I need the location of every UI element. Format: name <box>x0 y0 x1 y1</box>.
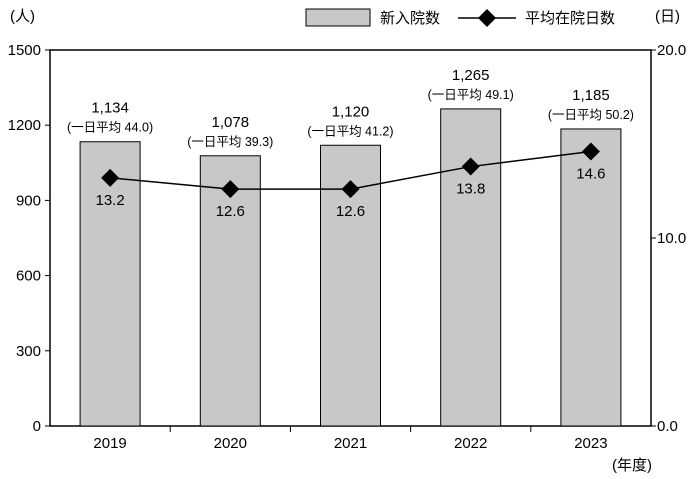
bar-2020 <box>199 155 261 427</box>
line-point-2023 <box>581 142 600 161</box>
line-point-2020 <box>221 180 240 199</box>
line-series-group <box>101 142 600 199</box>
line-point-label: 13.2 <box>95 192 124 209</box>
bar-daily-average-label: (一日平均 50.2) <box>548 108 634 122</box>
right-tick-label: 0.0 <box>657 418 678 435</box>
line-point-label: 12.6 <box>336 203 365 220</box>
left-axis-unit: (人) <box>10 8 35 25</box>
left-axis: 0 300 600 900 1200 1500 <box>8 42 50 435</box>
bar-value-label: 1,185 <box>572 87 610 104</box>
x-tick-label: 2020 <box>214 435 247 452</box>
bar-value-label: 1,078 <box>212 114 250 131</box>
labels-group: 1,134 (一日平均 44.0) 1,078 (一日平均 39.3) 1,120 (一日… <box>67 67 634 220</box>
x-axis: 2019 2020 2021 2022 2023 <box>93 426 608 452</box>
bar-value-label: 1,265 <box>452 67 490 84</box>
line-point-2022 <box>461 157 480 176</box>
line-point-2021 <box>341 180 360 199</box>
left-tick-label: 1200 <box>8 117 41 134</box>
line-point-label: 13.8 <box>456 181 485 198</box>
bars-group <box>79 108 622 427</box>
left-tick-label: 0 <box>33 418 41 435</box>
bar-2019 <box>79 141 141 427</box>
bar-2023 <box>560 128 622 427</box>
x-tick-label: 2022 <box>454 435 487 452</box>
x-tick-label: 2021 <box>334 435 367 452</box>
bar-2022 <box>440 108 502 427</box>
right-tick-label: 10.0 <box>657 230 686 247</box>
bar-daily-average-label: (一日平均 39.3) <box>187 135 273 149</box>
bar-daily-average-label: (一日平均 49.1) <box>428 88 514 102</box>
left-tick-label: 300 <box>16 343 41 360</box>
bar-value-label: 1,134 <box>91 100 129 117</box>
x-tick-label: 2023 <box>574 435 607 452</box>
x-tick-label: 2019 <box>93 435 126 452</box>
x-axis-unit: (年度) <box>612 457 652 474</box>
legend-diamond-marker <box>478 9 496 27</box>
bar-daily-average-label: (一日平均 41.2) <box>307 124 393 138</box>
legend-bar-label: 新入院数 <box>380 9 440 27</box>
bar-daily-average-label: (一日平均 44.0) <box>67 121 153 135</box>
line-point-label: 12.6 <box>216 203 245 220</box>
legend: 新入院数 平均在院日数 <box>305 8 615 27</box>
line-point-label: 14.6 <box>576 166 605 183</box>
bar-value-label: 1,120 <box>332 103 370 120</box>
left-tick-label: 900 <box>16 192 41 209</box>
left-tick-label: 1500 <box>8 42 41 59</box>
right-axis-unit: (日) <box>655 8 680 25</box>
line-point-2019 <box>101 168 120 187</box>
legend-line-label: 平均在院日数 <box>525 9 615 27</box>
right-axis: 0.0 10.0 20.0 <box>651 42 686 435</box>
left-tick-label: 600 <box>16 268 41 285</box>
legend-bar-swatch <box>305 8 371 27</box>
right-tick-label: 20.0 <box>657 42 686 59</box>
